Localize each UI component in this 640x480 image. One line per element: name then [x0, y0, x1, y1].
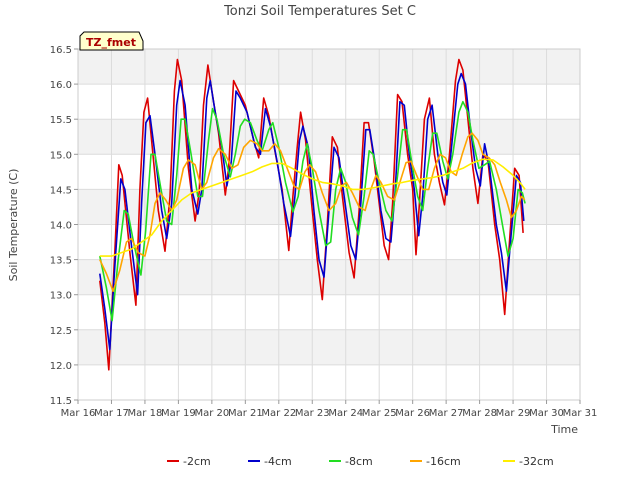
legend-label: -16cm — [426, 455, 461, 468]
y-tick-label: 16.0 — [50, 80, 72, 91]
x-tick-label: Mar 31 — [563, 408, 598, 419]
legend-label: -2cm — [183, 455, 211, 468]
x-tick-label: Mar 29 — [496, 408, 531, 419]
y-tick-label: 16.5 — [50, 45, 72, 56]
x-tick-label: Mar 16 — [61, 408, 96, 419]
x-tick-label: Mar 27 — [429, 408, 464, 419]
plot-band — [78, 49, 580, 85]
x-tick-label: Mar 23 — [295, 408, 330, 419]
x-tick-label: Mar 20 — [194, 408, 229, 419]
legend-label: -32cm — [519, 455, 554, 468]
legend-label: -4cm — [264, 455, 292, 468]
plot-band — [78, 364, 580, 400]
y-tick-label: 14.5 — [50, 185, 72, 196]
y-tick-label: 15.0 — [50, 150, 72, 161]
x-tick-label: Mar 21 — [228, 408, 263, 419]
y-axis-label: Soil Temperature (C) — [7, 169, 20, 282]
x-tick-label: Mar 17 — [94, 408, 129, 419]
legend-item--4cm: -4cm — [248, 455, 292, 468]
legend-item--32cm: -32cm — [503, 455, 554, 468]
series-lines — [99, 58, 526, 371]
y-tick-label: 13.5 — [50, 256, 72, 267]
plot-band — [78, 259, 580, 295]
plot-band — [78, 84, 580, 120]
y-tick-label: 12.0 — [50, 361, 72, 372]
x-tick-label: Mar 26 — [395, 408, 430, 419]
x-tick-label: Mar 28 — [462, 408, 497, 419]
x-tick-label: Mar 19 — [161, 408, 196, 419]
plot-band — [78, 329, 580, 365]
chart-title: Tonzi Soil Temperatures Set C — [223, 4, 416, 19]
legend-label: -8cm — [345, 455, 373, 468]
plot-band — [78, 119, 580, 155]
y-tick-label: 15.5 — [50, 115, 72, 126]
x-tick-label: Mar 18 — [128, 408, 163, 419]
badge-label: TZ_fmet — [86, 36, 136, 49]
legend-item--2cm: -2cm — [167, 455, 211, 468]
y-tick-label: 12.5 — [50, 326, 72, 337]
legend: -2cm -4cm -8cm -16cm -32cm — [167, 455, 554, 468]
y-tick-label: 11.5 — [50, 396, 72, 407]
legend-item--16cm: -16cm — [410, 455, 461, 468]
x-axis-label: Time — [550, 423, 578, 436]
series-line--8cm — [99, 100, 526, 322]
plot-area — [78, 49, 580, 400]
series-line--4cm — [99, 72, 525, 351]
x-tick-label: Mar 24 — [328, 408, 363, 419]
y-axis: 11.5 12.0 12.5 13.0 13.5 14.0 14.5 15.0 15.5 16.0… — [50, 45, 78, 407]
x-tick-label: Mar 25 — [362, 408, 397, 419]
x-tick-label: Mar 30 — [529, 408, 564, 419]
plot-band — [78, 294, 580, 330]
y-tick-label: 14.0 — [50, 221, 72, 232]
x-tick-label: Mar 22 — [261, 408, 296, 419]
badge: TZ_fmet — [79, 31, 144, 51]
y-tick-label: 13.0 — [50, 291, 72, 302]
series-line--2cm — [99, 58, 524, 371]
series-line--32cm — [99, 158, 526, 257]
legend-item--8cm: -8cm — [329, 455, 373, 468]
